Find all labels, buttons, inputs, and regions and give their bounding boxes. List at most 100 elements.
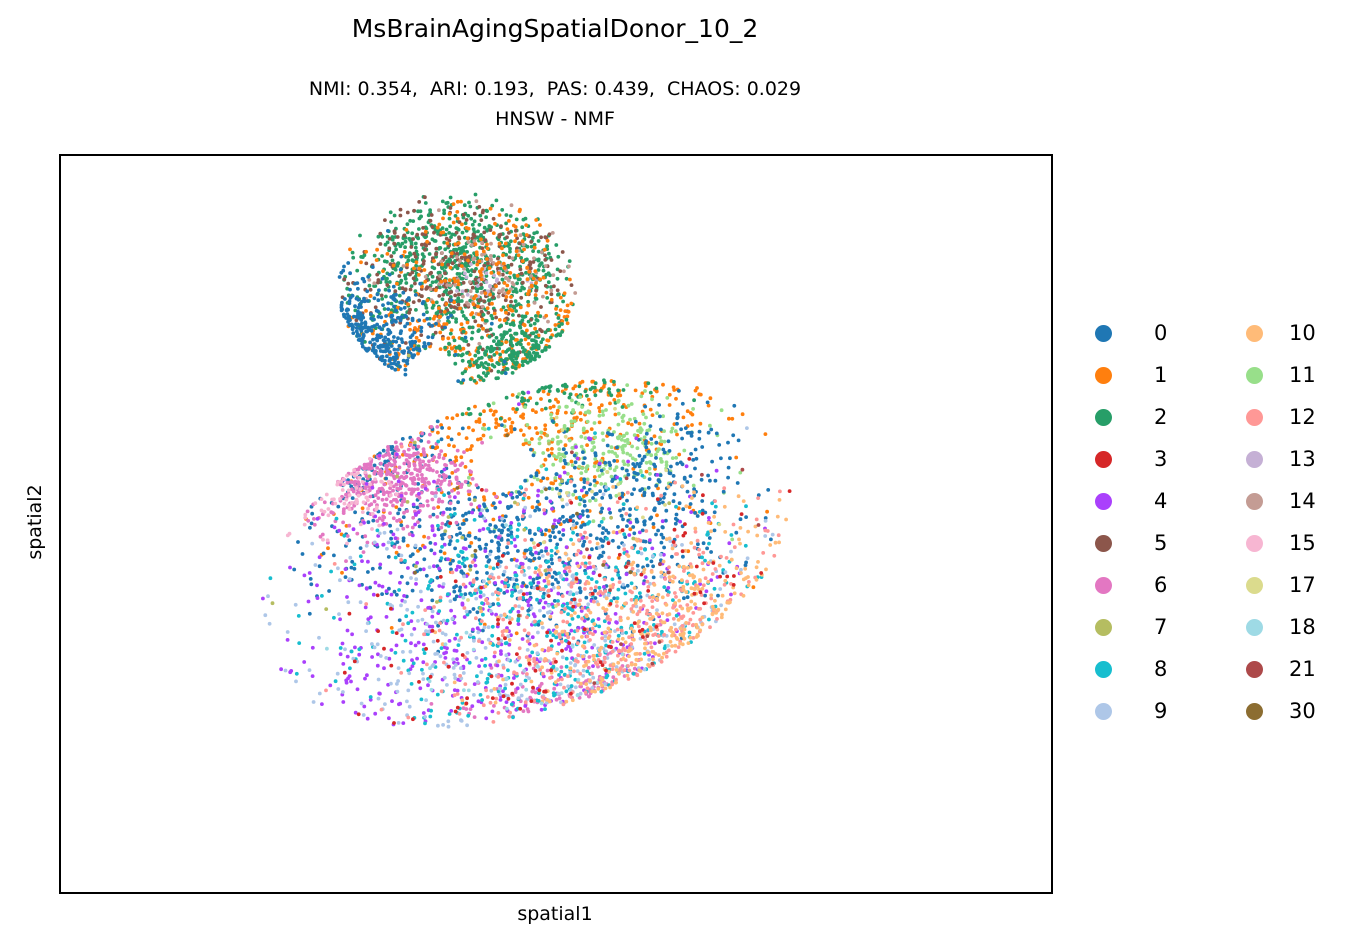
scatter-point [453, 214, 458, 218]
scatter-point [550, 231, 555, 235]
scatter-point [585, 477, 590, 482]
scatter-point [395, 347, 400, 352]
scatter-point [644, 431, 649, 436]
scatter-point [477, 205, 482, 209]
scatter-point [464, 556, 469, 561]
scatter-point [485, 209, 489, 213]
scatter-point [440, 262, 445, 267]
scatter-point [583, 389, 588, 394]
scatter-point [549, 285, 553, 289]
scatter-point [528, 575, 532, 580]
scatter-point [472, 296, 476, 301]
scatter-point [533, 269, 538, 273]
scatter-point [539, 707, 544, 712]
scatter-point [366, 570, 370, 574]
scatter-point [576, 614, 581, 619]
scatter-point [453, 676, 458, 680]
scatter-point [364, 309, 368, 313]
scatter-point [417, 318, 422, 323]
scatter-point [530, 408, 535, 413]
scatter-point [383, 459, 388, 464]
scatter-point [633, 388, 638, 393]
scatter-point [573, 685, 578, 690]
scatter-point [638, 591, 642, 595]
scatter-point [389, 626, 394, 630]
scatter-point [513, 299, 518, 304]
scatter-point [384, 615, 389, 619]
scatter-point [432, 533, 437, 538]
scatter-point [508, 609, 513, 614]
scatter-point [362, 253, 367, 258]
scatter-point [626, 463, 631, 467]
scatter-point [510, 256, 515, 261]
scatter-point [414, 263, 418, 268]
scatter-point [401, 721, 406, 725]
scatter-point [480, 267, 484, 271]
scatter-point [374, 349, 378, 353]
scatter-point [616, 633, 621, 638]
scatter-point [719, 456, 723, 461]
scatter-point [423, 232, 428, 237]
scatter-point [447, 639, 452, 643]
scatter-point [560, 322, 564, 326]
scatter-point [444, 236, 449, 241]
scatter-point [420, 232, 425, 236]
scatter-point [510, 371, 515, 375]
scatter-point [448, 479, 452, 484]
scatter-point [391, 263, 396, 268]
scatter-point [422, 318, 427, 323]
scatter-point [528, 654, 532, 659]
scatter-point [422, 453, 427, 457]
scatter-point [383, 335, 388, 340]
scatter-point [529, 582, 534, 586]
scatter-point [516, 549, 520, 553]
scatter-point [513, 351, 517, 356]
scatter-point [381, 542, 386, 547]
scatter-point [398, 207, 403, 212]
scatter-point [433, 239, 438, 243]
scatter-point [418, 281, 423, 286]
scatter-point [510, 357, 514, 362]
scatter-point [541, 337, 545, 342]
scatter-point [680, 436, 684, 441]
scatter-point [591, 496, 595, 500]
scatter-point [564, 689, 569, 694]
scatter-point [386, 445, 390, 449]
scatter-point [605, 443, 610, 448]
scatter-point [408, 554, 413, 558]
scatter-point [357, 652, 362, 657]
scatter-point [459, 549, 463, 554]
scatter-point [453, 546, 457, 551]
scatter-point [454, 476, 459, 480]
scatter-point [543, 283, 548, 288]
scatter-point [347, 538, 352, 543]
scatter-point [455, 657, 459, 661]
scatter-point [417, 491, 421, 496]
scatter-point [684, 464, 689, 469]
scatter-point [437, 455, 441, 460]
scatter-point [442, 322, 447, 327]
scatter-point [564, 577, 569, 582]
scatter-point [477, 417, 482, 421]
scatter-point [640, 487, 645, 491]
scatter-point [393, 555, 398, 560]
scatter-point [454, 230, 459, 235]
scatter-point [395, 527, 400, 532]
scatter-point [391, 284, 396, 289]
scatter-point [664, 518, 668, 523]
scatter-point [670, 456, 675, 460]
scatter-point [311, 700, 316, 704]
scatter-point [523, 352, 528, 357]
scatter-point [600, 531, 605, 535]
scatter-point [434, 491, 438, 495]
scatter-point [431, 468, 435, 473]
scatter-point [584, 650, 589, 654]
scatter-point [582, 456, 587, 460]
scatter-point [569, 283, 574, 287]
scatter-point [462, 203, 467, 208]
scatter-point [480, 440, 484, 445]
scatter-point [399, 300, 404, 305]
scatter-point [408, 335, 413, 340]
scatter-point [506, 634, 511, 639]
scatter-point [390, 541, 394, 545]
